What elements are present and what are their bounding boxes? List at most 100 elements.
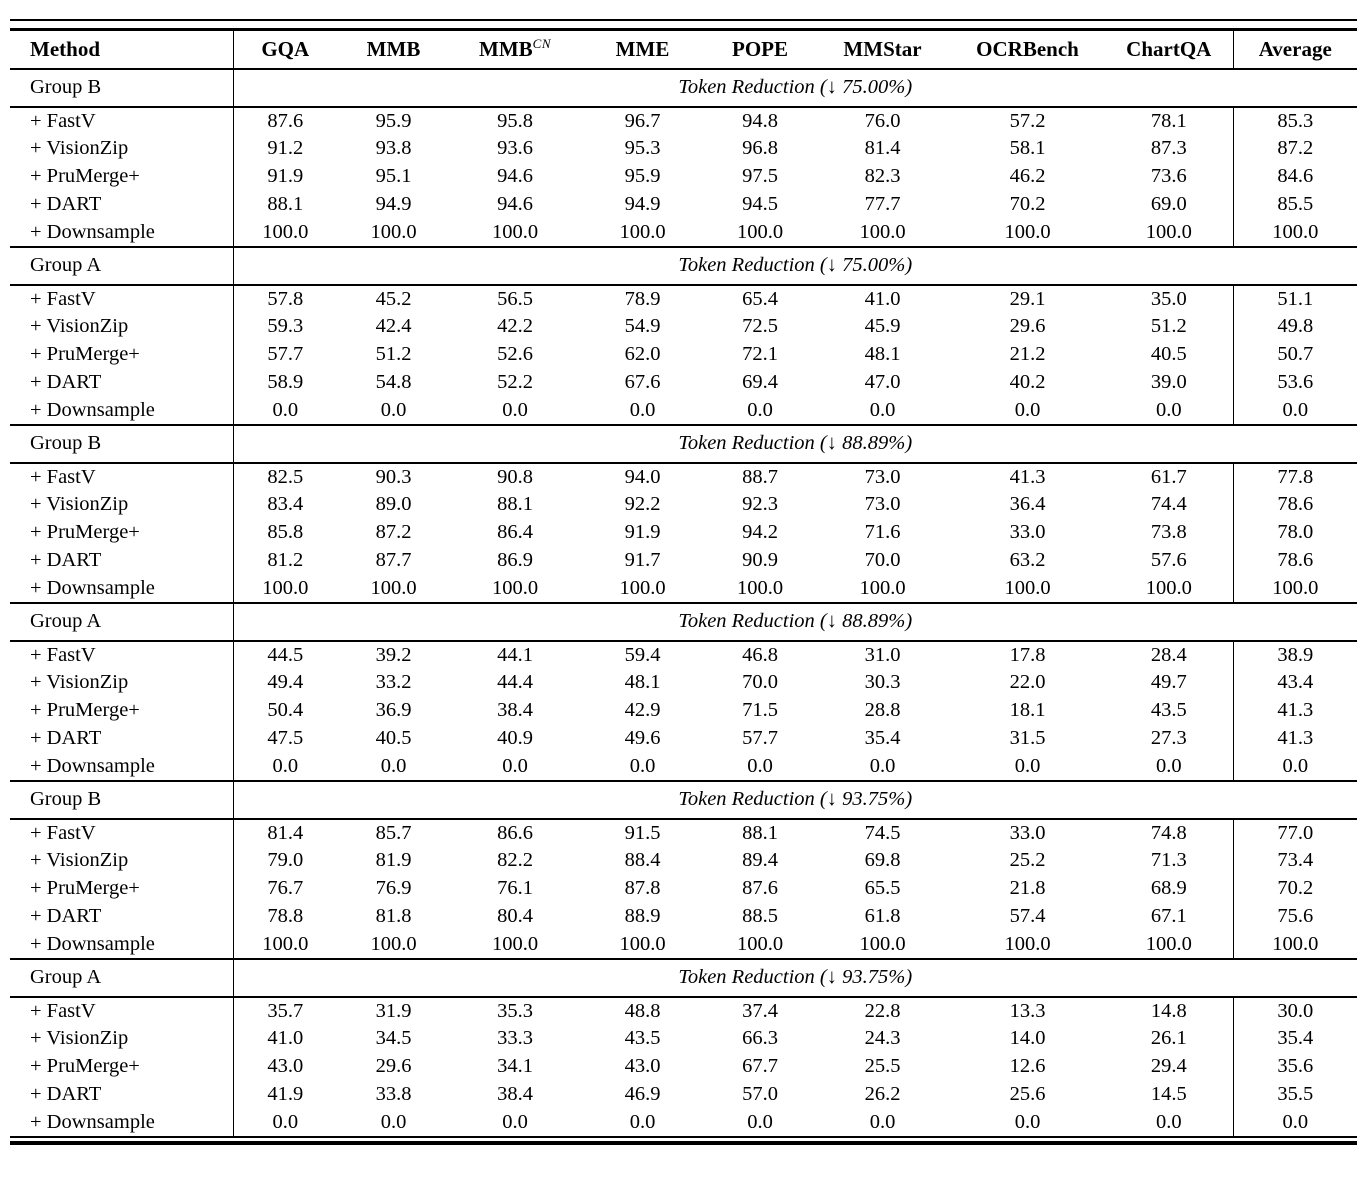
method-label: + Downsample [30,398,155,421]
metric-cell: 89.0 [375,493,412,515]
method-label: + FastV [30,465,96,488]
metric-cell: 88.7 [742,465,778,488]
metric-cell: 87.6 [742,877,778,899]
metric-cell: 39.2 [375,643,412,666]
results-table-body: Group B Token Reduction (↓ 75.00%) + FastV… [10,68,1357,1137]
metric-cell: 44.1 [497,643,533,666]
metric-cell: 70.2 [1009,193,1046,215]
token-reduction-label: Token Reduction (↓ 93.75%) [232,958,1357,997]
metric-cell: 100.0 [491,576,539,599]
metric-cell: 73.8 [1150,521,1187,543]
table-top-thin-rule [10,19,1357,21]
token-reduction-label: Token Reduction (↓ 88.89%) [232,424,1357,463]
method-label: + Downsample [30,220,155,243]
method-label: + FastV [30,109,96,132]
column-header-chartqa: ChartQA [1126,36,1212,61]
data-row-dart: + DART 41.9 33.8 38.4 46.9 57.0 26.2 25.6 14.5 35… [10,1080,1357,1109]
metric-cell: 57.7 [742,727,778,749]
token-reduction-label: Token Reduction (↓ 93.75%) [232,780,1357,819]
metric-cell: 100.0 [1004,932,1051,955]
metric-cell: 59.3 [232,312,337,341]
metric-cell: 100.0 [370,576,417,599]
metric-cell: 25.5 [864,1055,901,1077]
metric-cell: 0.0 [869,398,896,421]
metric-cell: 59.4 [624,643,661,666]
metric-cell: 72.5 [742,315,778,337]
method-label: + PruMerge+ [30,1055,140,1077]
metric-cell: 31.9 [375,999,412,1022]
metric-cell: 49.7 [1150,671,1187,693]
method-label: + VisionZip [30,137,129,159]
metric-cell: 35.3 [497,999,533,1022]
average-cell: 35.5 [1232,1080,1357,1109]
average-cell: 77.0 [1232,818,1357,847]
metric-cell: 100.0 [370,220,417,243]
metric-cell: 38.4 [497,699,533,721]
metric-cell: 0.0 [232,752,337,781]
metric-cell: 67.6 [624,371,661,393]
metric-cell: 26.1 [1150,1027,1187,1049]
metric-cell: 81.2 [232,546,337,575]
data-row-downsample: + Downsample 100.0 100.0 100.0 100.0 100.0 100… [10,930,1357,959]
column-header-mmbcn: MMBCN [479,36,551,62]
average-cell: 38.9 [1232,640,1357,669]
method-label: + VisionZip [30,849,129,871]
data-row-prumerge: + PruMerge+ 91.9 95.1 94.6 95.9 97.5 82.3 46.2 7… [10,162,1357,191]
average-cell: 0.0 [1232,1108,1357,1137]
column-header-mmstar: MMStar [843,36,922,61]
metric-cell: 39.0 [1150,371,1187,393]
metric-cell: 38.4 [497,1083,533,1105]
average-cell: 85.3 [1232,106,1357,135]
group-label: Group A [30,610,102,632]
data-row-fastv: + FastV 81.4 85.7 86.6 91.5 88.1 74.5 33.0 74.8 7… [10,818,1357,847]
metric-cell: 100.0 [370,932,417,955]
metric-cell: 67.7 [742,1055,778,1077]
metric-cell: 0.0 [747,398,773,421]
metric-cell: 28.4 [1150,643,1187,666]
method-label: + VisionZip [30,671,129,693]
metric-cell: 100.0 [491,932,539,955]
metric-cell: 94.6 [497,193,533,215]
metric-cell: 83.4 [232,490,337,519]
metric-cell: 91.7 [624,549,661,571]
metric-cell: 43.5 [624,1027,661,1049]
data-row-downsample: + Downsample 0.0 0.0 0.0 0.0 0.0 0.0 0.0 0.0 0.0 [10,396,1357,425]
metric-cell: 29.6 [375,1055,412,1077]
metric-cell: 0.0 [629,1110,656,1133]
method-label: + Downsample [30,754,155,777]
metric-cell: 100.0 [491,220,539,243]
metric-cell: 52.2 [497,371,533,393]
data-row-fastv: + FastV 44.5 39.2 44.1 59.4 46.8 31.0 17.8 28.4 3… [10,640,1357,669]
metric-cell: 71.3 [1150,849,1187,871]
metric-cell: 0.0 [232,1108,337,1137]
metric-cell: 25.2 [1009,849,1046,871]
data-row-dart: + DART 78.8 81.8 80.4 88.9 88.5 61.8 57.4 67.1 75… [10,902,1357,931]
metric-cell: 57.6 [1150,549,1187,571]
metric-cell: 90.9 [742,549,778,571]
metric-cell: 73.6 [1150,165,1187,187]
metric-cell: 56.5 [497,287,533,310]
column-header-gqa: GQA [232,29,337,69]
metric-cell: 100.0 [619,932,666,955]
metric-cell: 95.9 [624,165,661,187]
metric-cell: 30.3 [864,671,901,693]
metric-cell: 0.0 [747,754,773,777]
metric-cell: 85.8 [232,518,337,547]
metric-cell: 88.9 [624,905,661,927]
metric-cell: 86.9 [497,549,533,571]
metric-cell: 100.0 [1004,576,1051,599]
data-row-visionzip: + VisionZip 41.0 34.5 33.3 43.5 66.3 24.3 14.0 2… [10,1024,1357,1053]
metric-cell: 65.5 [864,877,901,899]
metric-cell: 25.6 [1009,1083,1046,1105]
metric-cell: 88.1 [497,493,533,515]
average-cell: 35.6 [1232,1052,1357,1081]
data-row-fastv: + FastV 82.5 90.3 90.8 94.0 88.7 73.0 41.3 61.7 7… [10,462,1357,491]
metric-cell: 50.4 [232,696,337,725]
metric-cell: 36.4 [1009,493,1046,515]
metric-cell: 21.8 [1009,877,1046,899]
metric-cell: 47.5 [232,724,337,753]
group-row-group-a-3: Group A Token Reduction (↓ 88.89%) [10,602,1357,641]
average-cell: 100.0 [1232,574,1357,603]
metric-cell: 22.8 [864,999,901,1022]
metric-cell: 17.8 [1009,643,1046,666]
